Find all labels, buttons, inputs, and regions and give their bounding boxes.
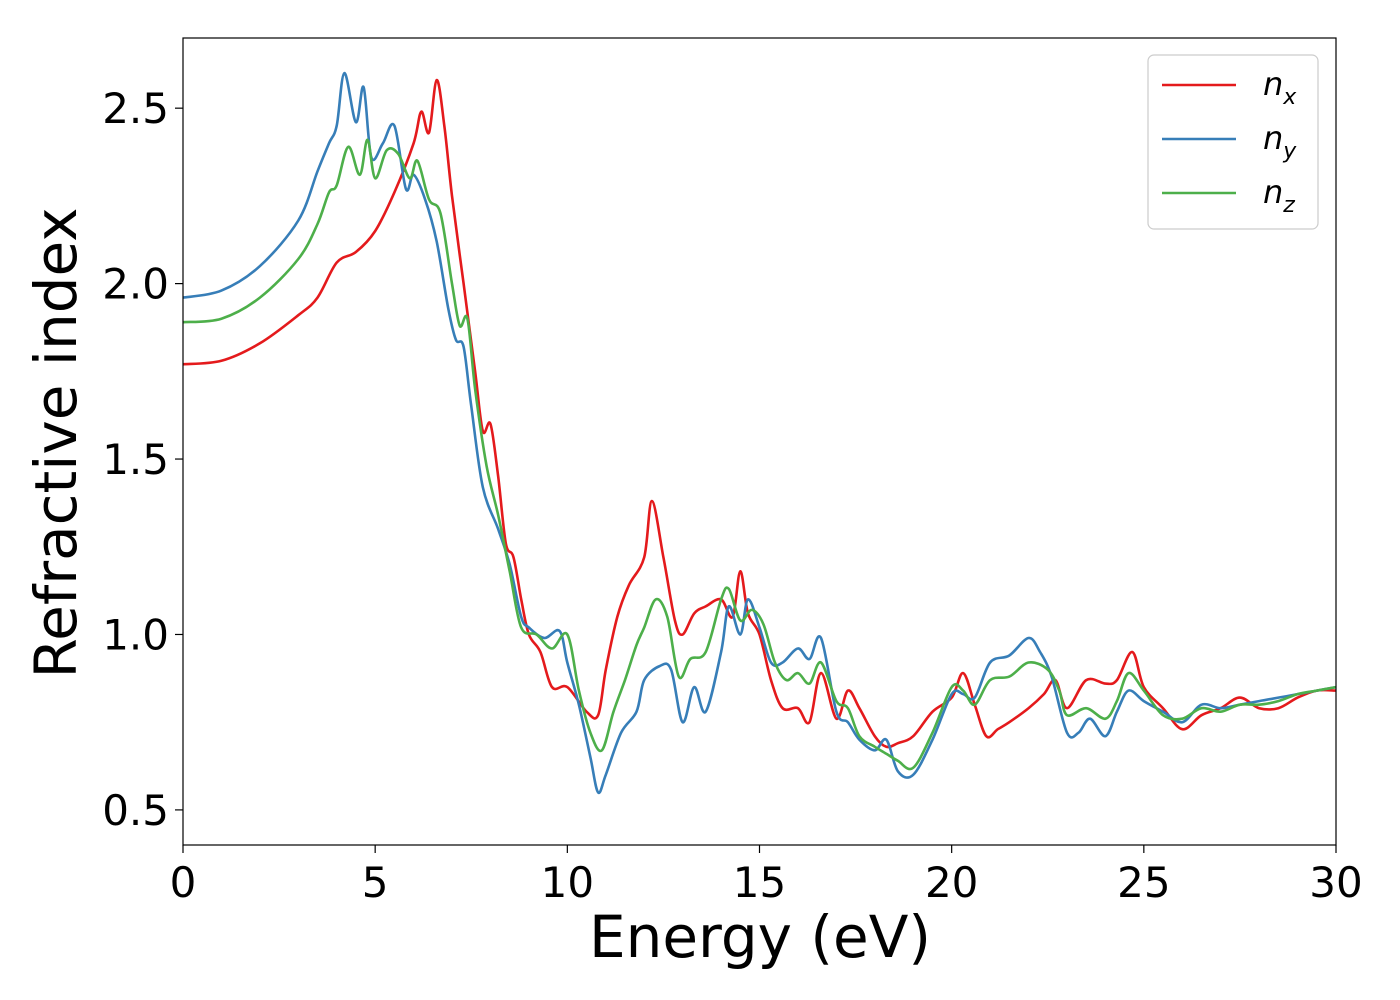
legend-box	[1147, 54, 1319, 230]
y-tick-label: 1.5	[102, 435, 169, 484]
x-tick-label: 0	[170, 858, 197, 907]
y-axis-label: Refractive index	[22, 207, 90, 678]
x-axis: 0 5 10 15 20 25 30	[170, 845, 1363, 907]
series-line-z	[182, 138, 1337, 771]
x-tick-label: 30	[1309, 858, 1362, 907]
y-axis: 0.5 1.0 1.5 2.0 2.5	[102, 84, 183, 835]
y-tick-label: 2.5	[102, 84, 169, 133]
series-layer	[182, 71, 1337, 795]
x-tick-label: 20	[925, 858, 978, 907]
x-tick-label: 10	[541, 858, 594, 907]
y-tick-label: 1.0	[102, 610, 169, 659]
y-tick-label: 2.0	[102, 260, 169, 309]
legend-label-x: nx	[1263, 65, 1297, 110]
x-tick-label: 15	[733, 858, 786, 907]
y-tick-label: 0.5	[102, 786, 169, 835]
x-axis-label: Energy (eV)	[589, 903, 931, 971]
legend-label-y: ny	[1263, 119, 1297, 164]
x-tick-label: 25	[1117, 858, 1170, 907]
x-tick-label: 5	[362, 858, 389, 907]
